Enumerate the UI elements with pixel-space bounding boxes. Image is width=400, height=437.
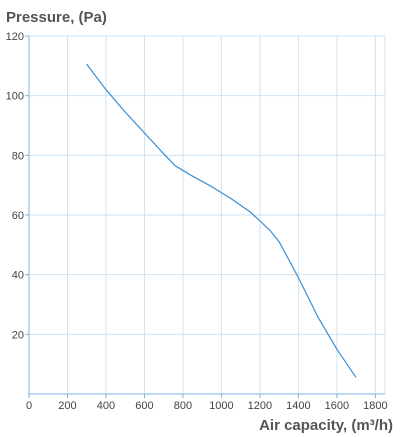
y-tick-label: 100	[6, 91, 24, 103]
x-tick-label: 1000	[209, 400, 233, 412]
grid	[28, 35, 386, 395]
y-tick-label: 60	[12, 210, 24, 222]
y-tick-label: 40	[12, 270, 24, 282]
x-tick-label: 600	[135, 400, 153, 412]
y-tick-label: 120	[6, 31, 24, 43]
x-tick-label: 1400	[286, 400, 310, 412]
series-layer	[86, 63, 357, 378]
y-tick-label: 20	[12, 329, 24, 341]
x-tick-label: 400	[97, 400, 115, 412]
y-tick-label: 80	[12, 150, 24, 162]
y-axis-title: Pressure, (Pa)	[6, 9, 107, 26]
x-tick-label: 1600	[325, 400, 349, 412]
x-tick-label: 1800	[363, 400, 387, 412]
x-tick-label: 0	[26, 400, 32, 412]
x-tick-label: 800	[174, 400, 192, 412]
tick-labels: 0 200 400 600 800 1000 1200 1400 1600 1800 20 40 60 8…	[6, 31, 388, 412]
pressure-curve-line	[86, 63, 357, 378]
x-tick-label: 1200	[248, 400, 272, 412]
x-tick-label: 200	[58, 400, 76, 412]
x-axis-title: Air capacity, (m³/h)	[259, 417, 393, 434]
axes	[25, 35, 385, 398]
